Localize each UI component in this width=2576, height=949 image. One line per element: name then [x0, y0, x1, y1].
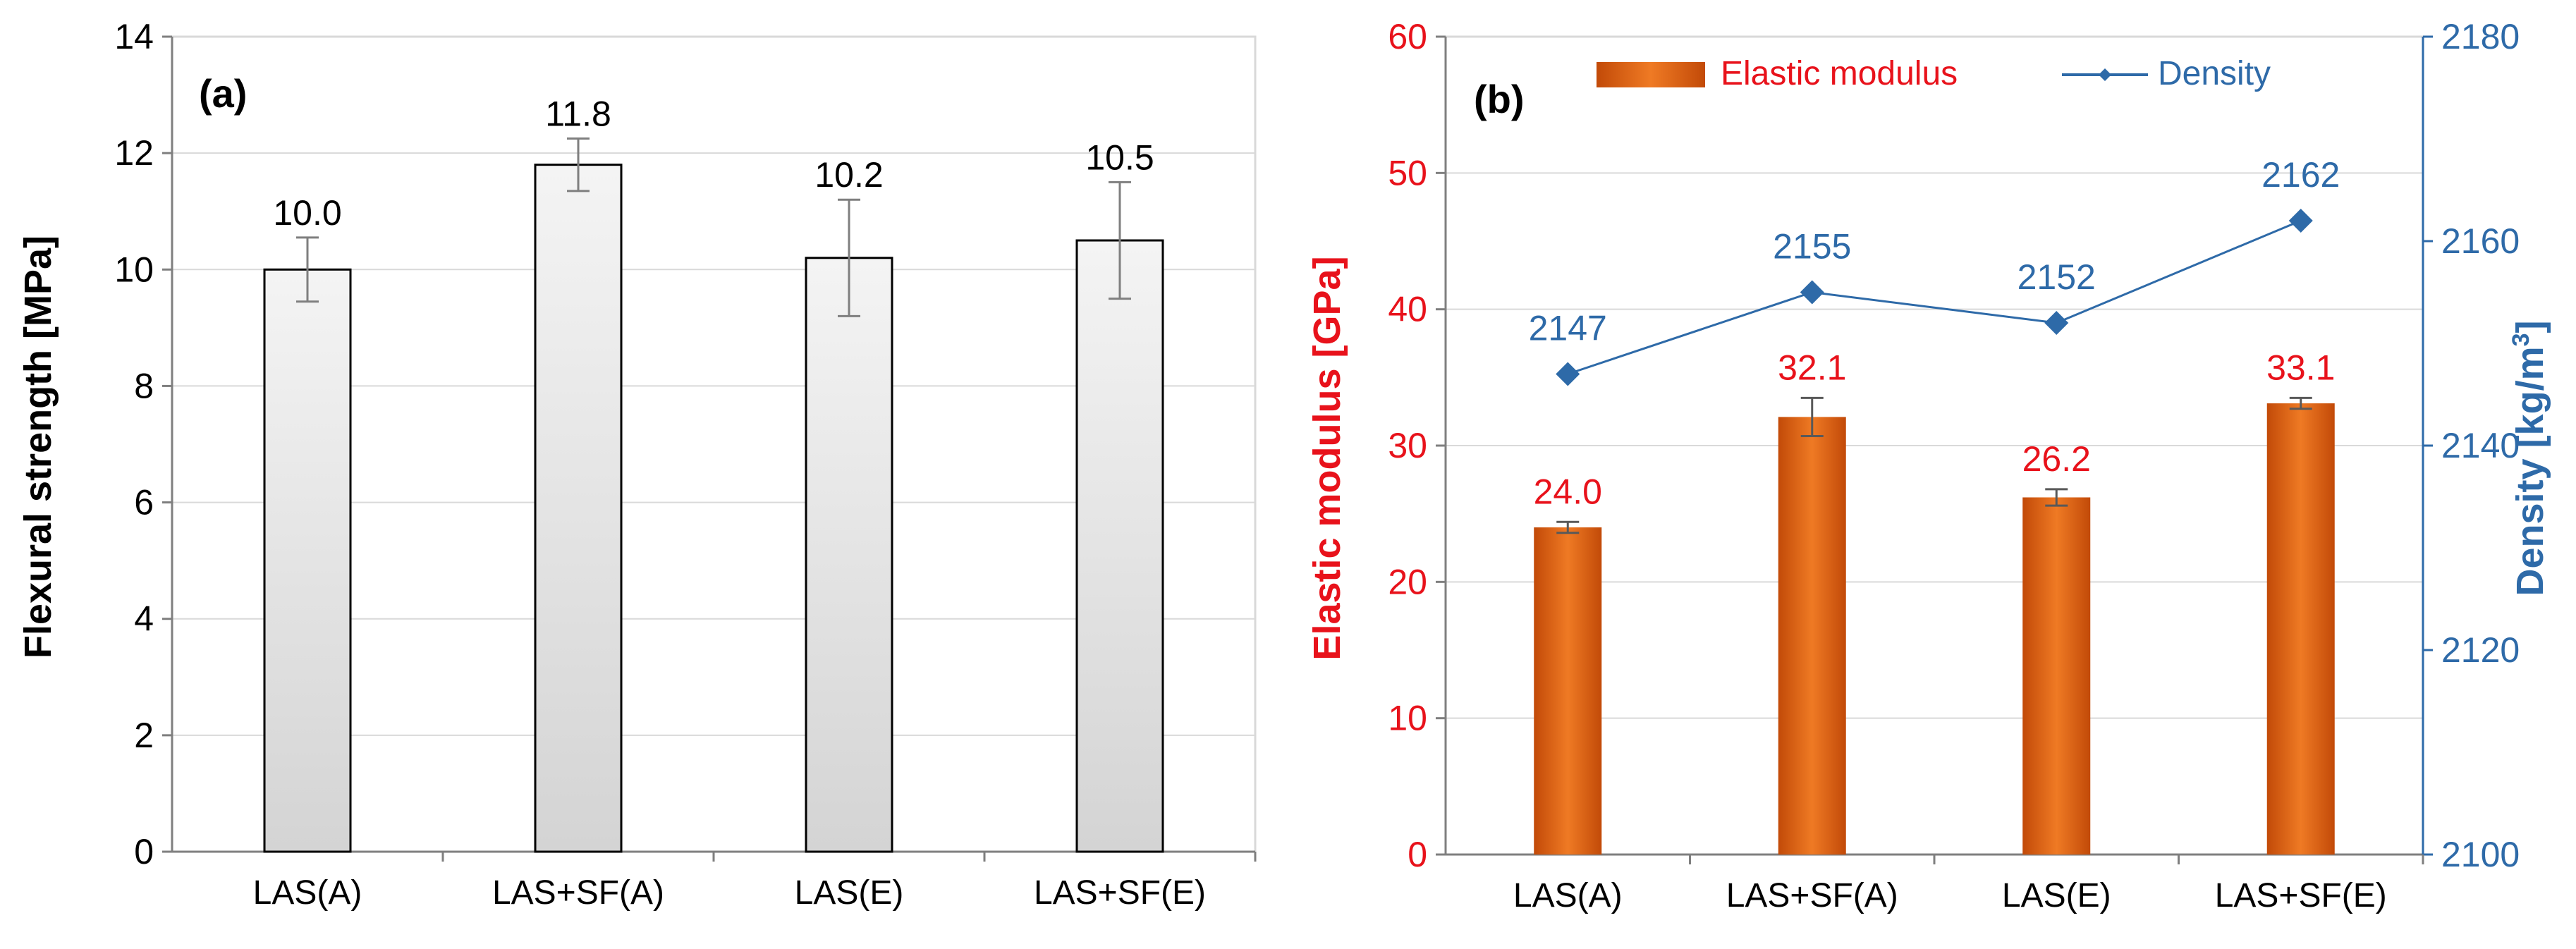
density-value-label-las-sf-a: 2155	[1773, 227, 1851, 267]
density-marker-las-e	[2044, 311, 2069, 335]
x-tick-label-b-las-sf-a: LAS+SF(A)	[1726, 877, 1898, 914]
density-polyline	[1567, 219, 2302, 375]
density-marker-las-sf-e	[2288, 209, 2313, 233]
legend-elastic-modulus-label: Elastic modulus	[1721, 55, 1958, 92]
y2-tick-label-b-2180: 2180	[2441, 17, 2520, 56]
y-tick-label-b-0: 0	[1408, 835, 1427, 874]
panel-a-x-tick-labels: LAS(A) LAS+SF(A) LAS(E) LAS+SF(E)	[253, 852, 1257, 912]
y2-label-main: Density [kg/m	[2509, 346, 2551, 596]
panel-b-left-y-axis-label: Elastic modulus [GPa]	[1306, 256, 1348, 660]
modulus-value-label-las-a: 24.0	[1534, 472, 1602, 511]
panel-a-error-bars	[296, 137, 1131, 317]
modulus-value-label-las-sf-e: 33.1	[2266, 348, 2335, 387]
y-tick-label-b-30: 30	[1388, 426, 1427, 465]
panel-b-error-bars	[1556, 396, 2312, 534]
bar-a-las-sf-a	[534, 164, 623, 853]
panel-b-elastic-modulus-density: 0 10 20 30 40 50 60 2100 2120 2140 2160 2180 24.0 3…	[1306, 17, 2551, 914]
y-tick-label-a-6: 6	[134, 483, 154, 522]
panel-a-y-ticks: 0 2 4 6 8 10 12 14	[114, 17, 1255, 871]
y2-tick-label-b-2160: 2160	[2441, 221, 2520, 261]
panel-a-value-labels: 10.0 11.8 10.2 10.5	[273, 94, 1154, 233]
y-tick-label-a-14: 14	[114, 17, 154, 56]
y-tick-label-b-10: 10	[1388, 699, 1427, 738]
y-tick-label-a-12: 12	[114, 133, 154, 173]
density-marker-las-sf-a	[1800, 280, 1824, 305]
density-value-label-las-sf-e: 2162	[2261, 155, 2340, 195]
density-value-label-las-a: 2147	[1529, 309, 1607, 348]
bar-a-las-a	[263, 268, 352, 853]
panel-b-modulus-value-labels: 24.0 32.1 26.2 33.1	[1534, 348, 2336, 511]
y-tick-label-b-60: 60	[1388, 17, 1427, 56]
panel-b-gridlines	[1446, 36, 2423, 719]
x-tick-label-b-las-e: LAS(E)	[2002, 877, 2111, 914]
y-tick-label-b-20: 20	[1388, 562, 1427, 601]
legend-elastic-modulus-swatch	[1597, 62, 1705, 87]
bar-b-las-sf-a	[1778, 417, 1846, 855]
value-label-a-las-sf-e: 10.5	[1085, 137, 1154, 177]
panel-a-label: (a)	[199, 71, 247, 116]
bar-b-las-sf-e	[2266, 403, 2335, 855]
bar-b-las-a	[1534, 527, 1602, 855]
modulus-value-label-las-sf-a: 32.1	[1778, 348, 1846, 387]
panel-b-legend: Elastic modulus Density	[1597, 55, 2271, 92]
density-marker-las-a	[1556, 362, 1580, 386]
panel-b-x-tick-labels: LAS(A) LAS+SF(A) LAS(E) LAS+SF(E)	[1513, 855, 2424, 914]
x-tick-label-a-las-sf-e: LAS+SF(E)	[1034, 874, 1206, 912]
panel-b-right-y-axis-label: Density [kg/m3]	[2508, 321, 2551, 596]
y2-label-end: ]	[2509, 321, 2551, 333]
y-tick-label-a-4: 4	[134, 599, 154, 639]
value-label-a-las-sf-a: 11.8	[545, 94, 611, 134]
y-tick-label-a-10: 10	[114, 250, 154, 289]
y-tick-label-a-0: 0	[134, 832, 154, 871]
y-tick-label-a-8: 8	[134, 366, 154, 405]
y2-label-superscript: 3	[2508, 333, 2534, 346]
value-label-a-las-e: 10.2	[814, 155, 883, 195]
y2-tick-label-b-2120: 2120	[2441, 630, 2520, 670]
density-value-label-las-e: 2152	[2018, 257, 2096, 297]
panel-a-flexural-strength: 0 2 4 6 8 10 12 14 10.0 11.8 10.2 10.5 LAS(A) LAS+S…	[17, 17, 1257, 912]
panel-b-label: (b)	[1474, 77, 1525, 121]
y-tick-label-b-40: 40	[1388, 290, 1427, 329]
panel-b-right-y-ticks: 2100 2120 2140 2160 2180	[2422, 17, 2520, 874]
x-tick-label-a-las-a: LAS(A)	[253, 874, 362, 912]
y2-tick-label-b-2140: 2140	[2441, 426, 2520, 465]
bar-a-las-e	[805, 257, 893, 853]
y-tick-label-b-50: 50	[1388, 153, 1427, 192]
x-tick-label-a-las-sf-a: LAS+SF(A)	[492, 874, 664, 912]
bar-a-las-sf-e	[1075, 239, 1164, 853]
panel-a-y-axis-label: Flexural strength [MPa]	[17, 235, 59, 659]
x-tick-label-b-las-sf-e: LAS+SF(E)	[2215, 877, 2387, 914]
panel-b-density-line	[1556, 209, 2313, 386]
x-tick-label-b-las-a: LAS(A)	[1513, 877, 1623, 914]
panel-a-gridlines	[172, 36, 1255, 736]
value-label-a-las-a: 10.0	[273, 193, 341, 233]
y2-tick-label-b-2100: 2100	[2441, 835, 2520, 874]
panel-a-bars	[263, 164, 1164, 853]
legend-density-label: Density	[2158, 55, 2271, 92]
legend-density-diamond-marker	[2099, 68, 2111, 81]
modulus-value-label-las-e: 26.2	[2022, 439, 2091, 479]
y-tick-label-a-2: 2	[134, 716, 154, 755]
x-tick-label-a-las-e: LAS(E)	[795, 874, 904, 912]
bar-b-las-e	[2022, 497, 2091, 855]
panel-b-modulus-bars	[1534, 403, 2335, 855]
panel-b-density-value-labels: 2147 2155 2152 2162	[1529, 155, 2340, 348]
